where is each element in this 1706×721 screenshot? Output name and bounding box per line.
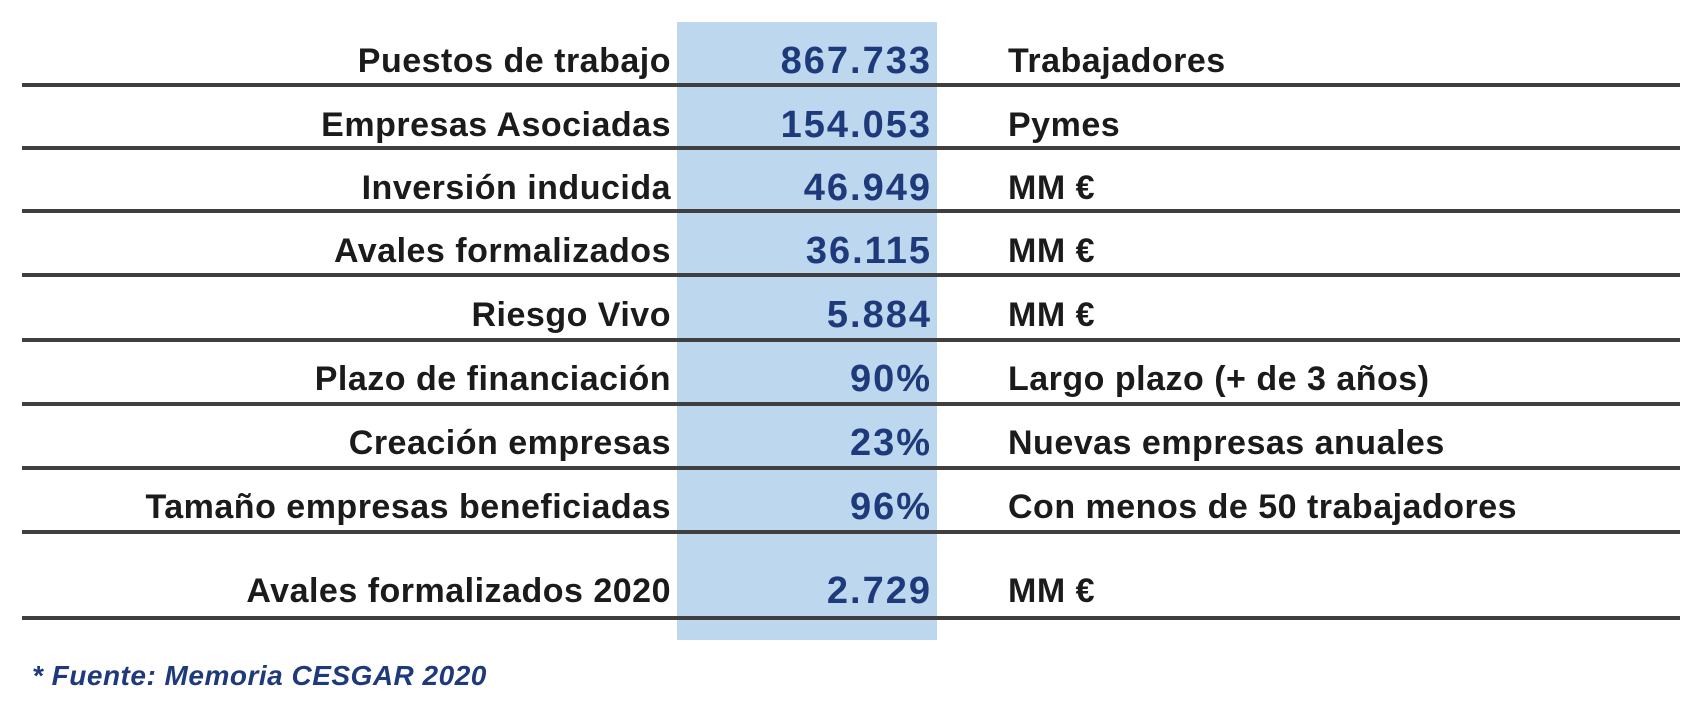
row-divider xyxy=(22,146,1680,150)
row-value: 154.053 xyxy=(780,104,932,146)
row-value: 36.115 xyxy=(805,230,932,272)
table-row: Plazo de financiación 90% Largo plazo (+… xyxy=(0,354,1706,404)
row-unit: MM € xyxy=(1008,296,1095,334)
table-row: Puestos de trabajo 867.733 Trabajadores xyxy=(0,36,1706,86)
table-row: Avales formalizados 36.115 MM € xyxy=(0,226,1706,276)
row-value: 90% xyxy=(849,358,932,400)
row-divider xyxy=(22,402,1680,406)
row-divider xyxy=(22,338,1680,342)
row-unit: MM € xyxy=(1008,572,1095,610)
row-unit: Largo plazo (+ de 3 años) xyxy=(1008,360,1430,398)
row-unit: MM € xyxy=(1008,232,1095,270)
table-row: Inversión inducida 46.949 MM € xyxy=(0,163,1706,213)
table-row: Tamaño empresas beneficiadas 96% Con men… xyxy=(0,482,1706,532)
row-label: Creación empresas xyxy=(348,424,671,462)
row-label: Riesgo Vivo xyxy=(471,296,671,334)
row-divider xyxy=(22,530,1680,534)
row-label: Avales formalizados xyxy=(333,232,671,270)
row-label: Plazo de financiación xyxy=(314,360,671,398)
row-label: Inversión inducida xyxy=(361,169,671,207)
row-value: 23% xyxy=(849,422,932,464)
row-value: 867.733 xyxy=(780,40,932,82)
value-column-highlight xyxy=(677,22,937,640)
row-unit: Trabajadores xyxy=(1008,42,1226,80)
table-row: Creación empresas 23% Nuevas empresas an… xyxy=(0,418,1706,468)
row-unit: Con menos de 50 trabajadores xyxy=(1008,488,1518,526)
row-divider xyxy=(22,273,1680,277)
row-unit: MM € xyxy=(1008,169,1095,207)
row-divider xyxy=(22,83,1680,87)
row-label: Avales formalizados 2020 xyxy=(246,572,671,610)
row-divider xyxy=(22,466,1680,470)
row-value: 46.949 xyxy=(803,167,932,209)
row-label: Puestos de trabajo xyxy=(357,42,671,80)
row-label: Empresas Asociadas xyxy=(321,106,671,144)
row-unit: Nuevas empresas anuales xyxy=(1008,424,1445,462)
row-value: 2.729 xyxy=(826,570,932,612)
row-label: Tamaño empresas beneficiadas xyxy=(145,488,671,526)
table-row: Empresas Asociadas 154.053 Pymes xyxy=(0,100,1706,150)
row-value: 96% xyxy=(849,486,932,528)
row-unit: Pymes xyxy=(1008,106,1121,144)
row-divider xyxy=(22,616,1680,620)
row-divider xyxy=(22,209,1680,213)
source-note: * Fuente: Memoria CESGAR 2020 xyxy=(32,660,487,691)
table-row: Avales formalizados 2020 2.729 MM € xyxy=(0,566,1706,616)
table-row: Riesgo Vivo 5.884 MM € xyxy=(0,290,1706,340)
row-value: 5.884 xyxy=(826,294,932,336)
